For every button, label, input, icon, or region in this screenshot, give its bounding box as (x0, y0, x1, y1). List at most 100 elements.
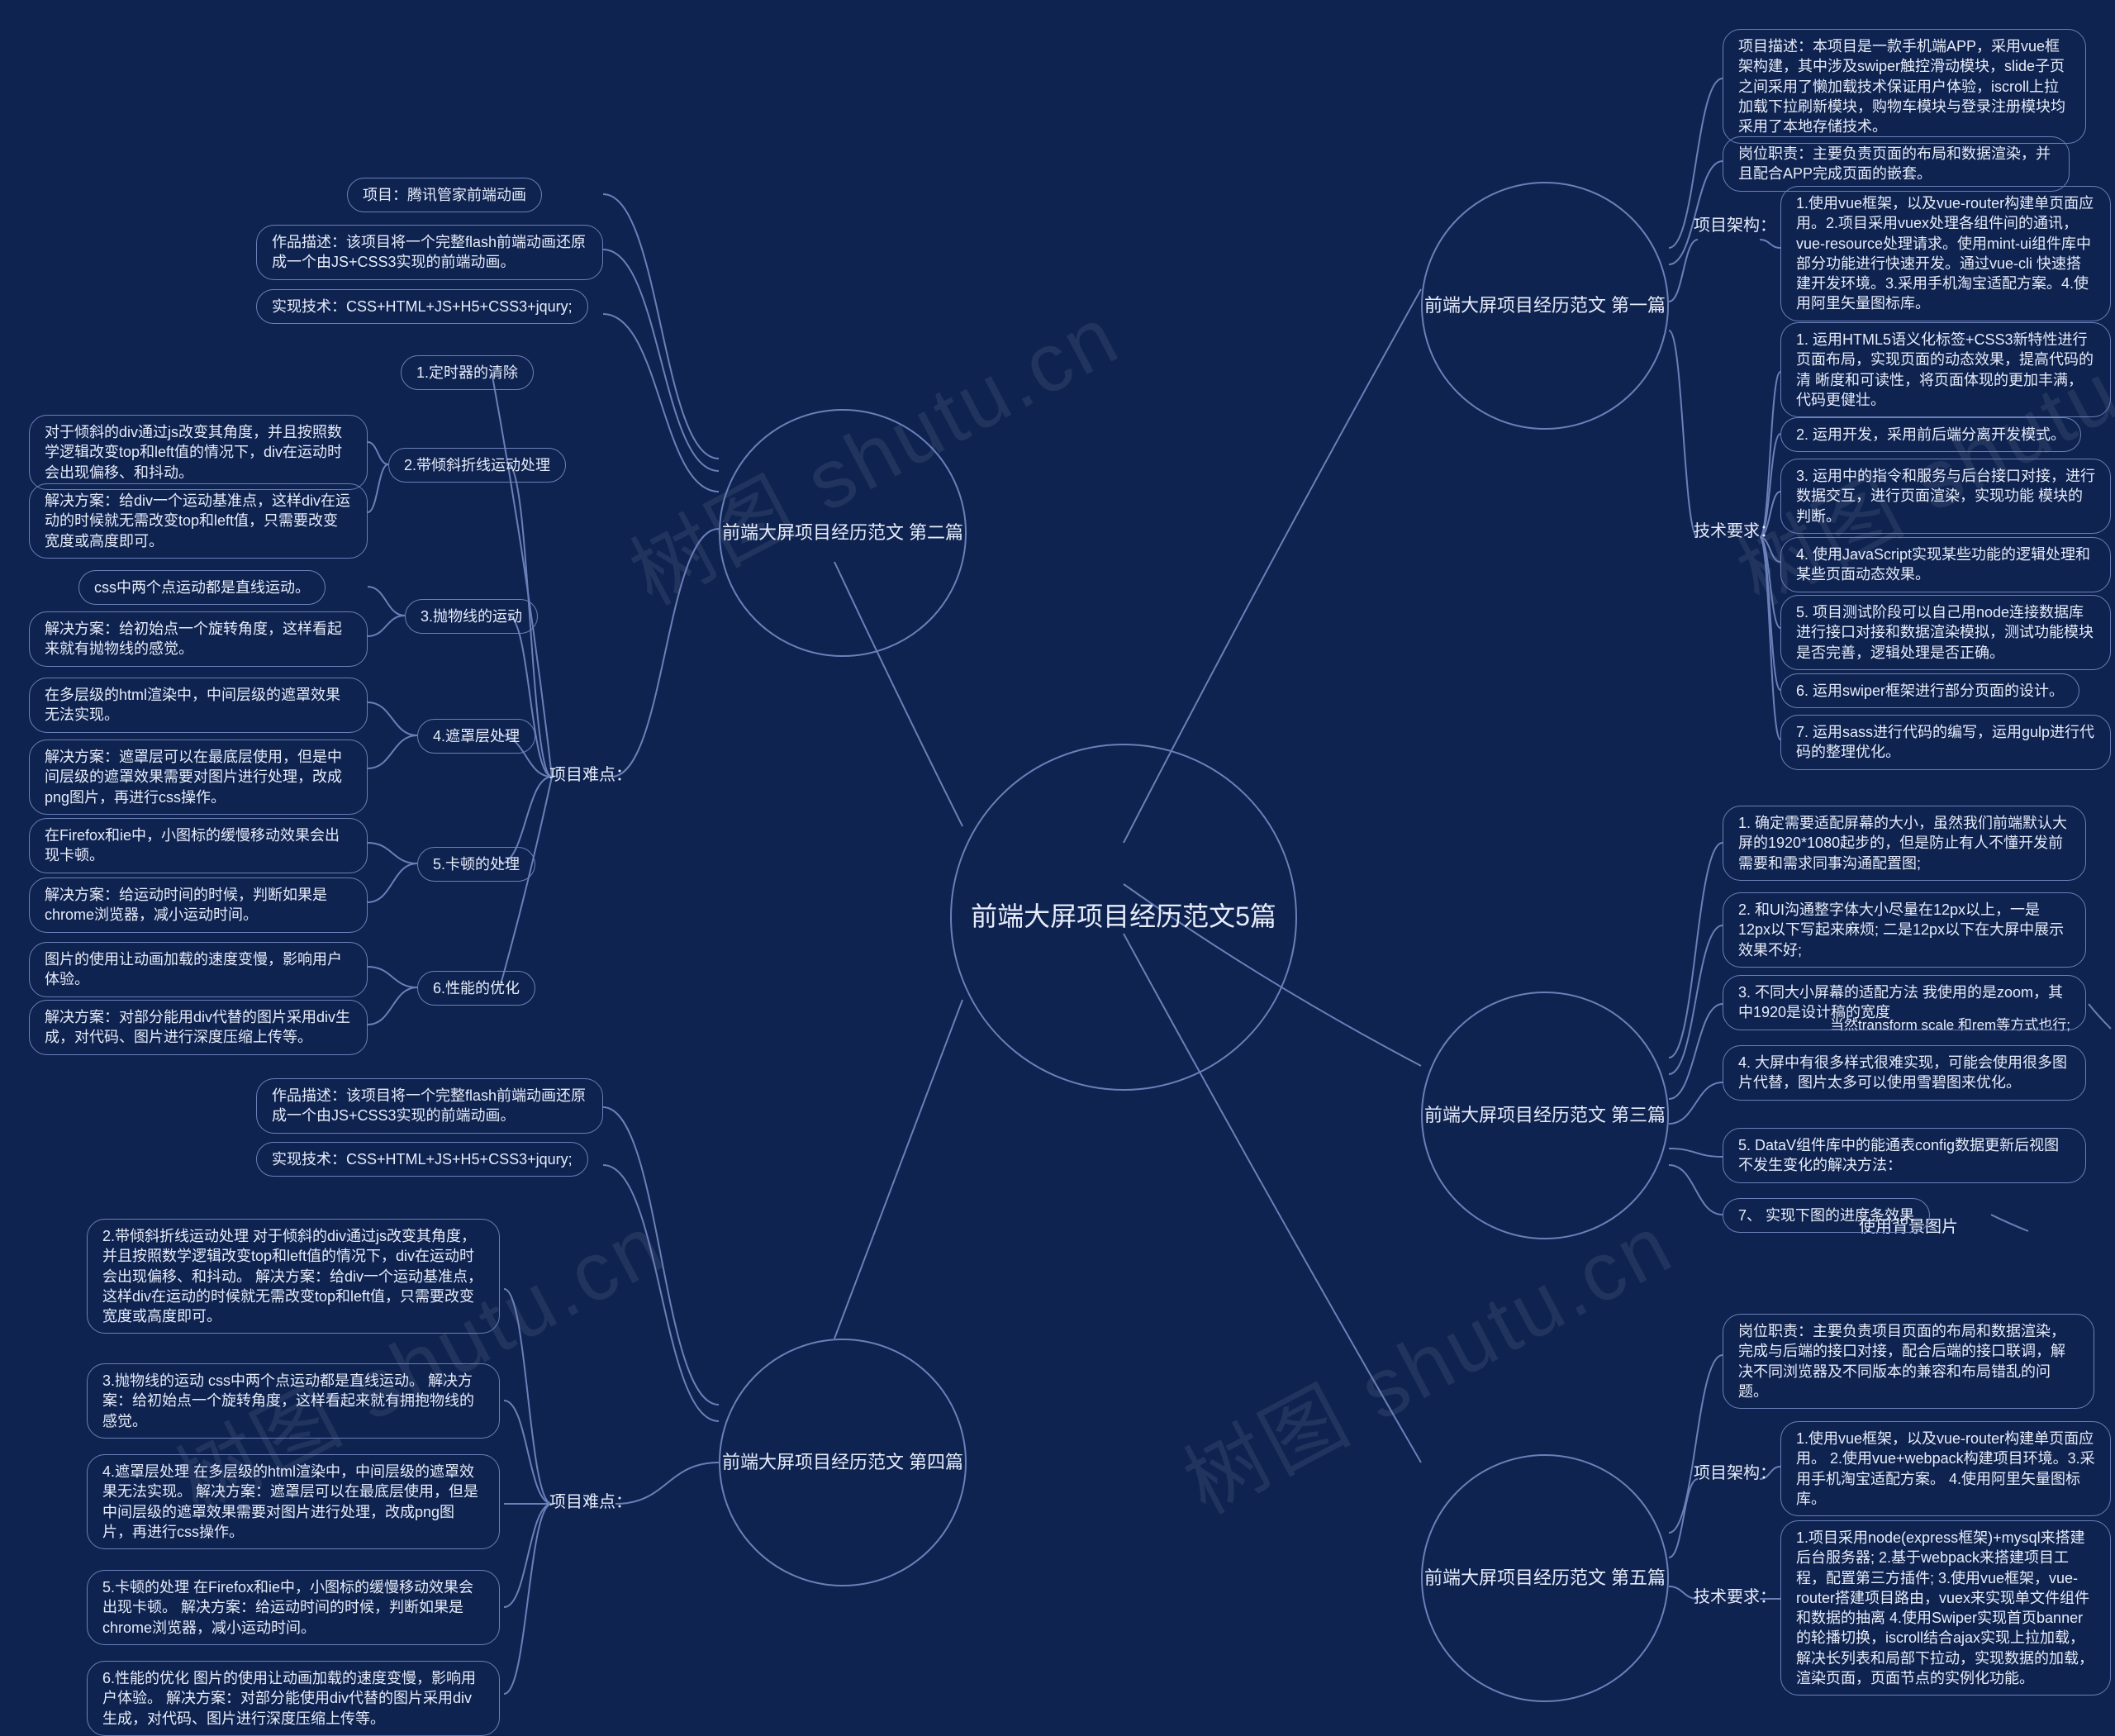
edge (368, 702, 417, 735)
leaf-text: 项目：腾讯管家前端动画 (363, 187, 526, 203)
edge (1669, 1165, 1723, 1215)
leaf-node: 图片的使用让动画加载的速度变慢，影响用户体验。 (29, 942, 368, 997)
edge (1760, 537, 1780, 740)
edge (603, 250, 719, 471)
leaf-node: css中两个点运动都是直线运动。 (78, 570, 326, 605)
leaf-node: 5. DataV组件库中的能通表config数据更新后视图不发生变化的解决方法： (1723, 1128, 2086, 1183)
leaf-node: 岗位职责：主要负责页面的布局和数据渲染，并且配合APP完成页面的嵌套。 (1723, 136, 2070, 192)
leaf-text: 1.使用vue框架，以及vue-router构建单页面应用。 2.使用vue+w… (1796, 1430, 2095, 1507)
leaf-text: 2. 运用开发，采用前后端分离开发模式。 (1796, 426, 2065, 443)
leaf-text: 7、 实现下图的进度条效果 (1738, 1207, 1914, 1224)
leaf-text: 项目描述：本项目是一款手机端APP，采用vue框架构建，其中涉及swiper触控… (1738, 38, 2065, 135)
leaf-text: 解决方案：给运动时间的时候，判断如果是chrome浏览器，减小运动时间。 (45, 887, 327, 923)
leaf-text: 图片的使用让动画加载的速度变慢，影响用户体验。 (45, 951, 342, 987)
leaf-node: 在多层级的html渲染中，中间层级的遮罩效果无法实现。 (29, 678, 368, 733)
leaf-node: 解决方案：遮罩层可以在最底层使用，但是中间层级的遮罩效果需要对图片进行处理，改成… (29, 740, 368, 815)
topic-label: 前端大屏项目经历范文 第二篇 (722, 521, 963, 545)
branch-label: 项目架构： (1694, 215, 1776, 237)
leaf-text: 岗位职责：主要负责页面的布局和数据渲染，并且配合APP完成页面的嵌套。 (1738, 145, 2051, 182)
leaf-text: 解决方案：给初始点一个旋转角度，这样看起来就有抛物线的感觉。 (45, 621, 342, 657)
topic-5: 前端大屏项目经历范文 第五篇 (1421, 1454, 1669, 1702)
branch-label: 项目难点： (549, 1491, 632, 1514)
leaf-node: 1.项目采用node(express框架)+mysql来搭建后台服务器; 2.基… (1780, 1520, 2111, 1696)
edge (504, 1401, 552, 1504)
leaf-text: 2. 和UI沟通整字体大小尽量在12px以上，一是12px以下写起来麻烦; 二是… (1738, 901, 2064, 958)
leaf-text: 解决方案：给div一个运动基准点，这样div在运动的时候就无需改变top和lef… (45, 492, 350, 549)
leaf-node: 2.带倾斜折线运动处理 (388, 448, 566, 483)
topic-label: 前端大屏项目经历范文 第四篇 (722, 1450, 963, 1475)
edge (1669, 1479, 1698, 1558)
branch-label: 项目架构： (1694, 1463, 1776, 1485)
leaf-text: 2.带倾斜折线运动处理 对于倾斜的div通过js改变其角度，并且按照数学逻辑改变… (102, 1228, 482, 1325)
leaf-text: 4. 使用JavaScript实现某些功能的逻辑处理和某些页面动态效果。 (1796, 546, 2090, 583)
leaf-text: 3.抛物线的运动 css中两个点运动都是直线运动。 解决方案：给初始点一个旋转角… (102, 1372, 474, 1429)
edge (368, 967, 417, 987)
leaf-node: 5. 项目测试阶段可以自己用node连接数据库进行接口对接和数据渲染模拟，测试功… (1780, 595, 2111, 670)
leaf-text: 1. 运用HTML5语义化标签+CSS3新特性进行页面布局，实现页面的动态效果，… (1796, 331, 2094, 408)
topic-label: 前端大屏项目经历范文 第一篇 (1424, 293, 1666, 318)
leaf-text: 7. 运用sass进行代码的编写，运用gulp进行代码的整理优化。 (1796, 724, 2094, 760)
leaf-text: 6.性能的优化 图片的使用让动画加载的速度变慢，影响用户体验。 解决方案：对部分… (102, 1670, 476, 1727)
leaf-node: 6.性能的优化 (417, 971, 535, 1006)
leaf-node: 作品描述：该项目将一个完整flash前端动画还原成一个由JS+CSS3实现的前端… (256, 225, 603, 280)
leaf-node: 4. 大屏中有很多样式很难实现，可能会使用很多图片代替，图片太多可以使用雪碧图来… (1723, 1045, 2086, 1101)
leaf-node: 3. 运用中的指令和服务与后台接口对接，进行数据交互，进行页面渲染，实现功能 模… (1780, 459, 2111, 534)
edge (368, 587, 405, 616)
edge (492, 372, 552, 777)
leaf-node: 1.使用vue框架，以及vue-router构建单页面应用。2.项目采用vuex… (1780, 186, 2111, 321)
leaf-text: 作品描述：该项目将一个完整flash前端动画还原成一个由JS+CSS3实现的前端… (272, 234, 586, 270)
edge (603, 194, 719, 459)
center-label: 前端大屏项目经历范文5篇 (971, 899, 1276, 935)
leaf-text: 在多层级的html渲染中，中间层级的遮罩效果无法实现。 (45, 687, 340, 723)
edge (368, 616, 405, 636)
leaf-node: 3.抛物线的运动 (405, 599, 538, 634)
leaf-text: 实现技术：CSS+HTML+JS+H5+CSS3+jqury; (272, 1151, 573, 1168)
leaf-text: 作品描述：该项目将一个完整flash前端动画还原成一个由JS+CSS3实现的前端… (272, 1087, 586, 1124)
leaf-text: 3. 不同大小屏幕的适配方法 我使用的是zoom，其中1920是设计稿的宽度 (1738, 984, 2063, 1020)
leaf-node: 4.遮罩层处理 在多层级的html渲染中，中间层级的遮罩效果无法实现。 解决方案… (87, 1454, 500, 1549)
leaf-node: 4.遮罩层处理 (417, 719, 535, 754)
topic-4: 前端大屏项目经历范文 第四篇 (719, 1339, 967, 1586)
leaf-node: 4. 使用JavaScript实现某些功能的逻辑处理和某些页面动态效果。 (1780, 537, 2111, 592)
topic-label: 前端大屏项目经历范文 第三篇 (1424, 1103, 1666, 1128)
edge (1669, 1082, 1723, 1124)
edge (1760, 537, 1780, 628)
edge (368, 987, 417, 1025)
leaf-text: 5.卡顿的处理 在Firefox和ie中，小图标的缓慢移动效果会出现卡顿。 解决… (102, 1579, 473, 1636)
edge (1760, 537, 1780, 690)
leaf-node: 6. 运用swiper框架进行部分页面的设计。 (1780, 673, 2079, 708)
leaf-text: 6.性能的优化 (433, 980, 520, 996)
edge (1760, 240, 1780, 248)
edge (1669, 1355, 1723, 1533)
topic-3: 前端大屏项目经历范文 第三篇 (1421, 992, 1669, 1239)
leaf-node: 5.卡顿的处理 (417, 847, 535, 882)
leaf-node: 项目：腾讯管家前端动画 (347, 178, 542, 212)
edge (368, 863, 417, 902)
edge (611, 529, 719, 777)
leaf-node: 实现技术：CSS+HTML+JS+H5+CSS3+jqury; (256, 1142, 588, 1177)
topic-1: 前端大屏项目经历范文 第一篇 (1421, 182, 1669, 430)
leaf-text: 对于倾斜的div通过js改变其角度，并且按照数学逻辑改变top和left值的情况… (45, 424, 342, 481)
edge (1669, 331, 1698, 537)
branch-label: 技术要求： (1694, 521, 1776, 543)
leaf-node: 2. 和UI沟通整字体大小尽量在12px以上，一是12px以下写起来麻烦; 二是… (1723, 892, 2086, 968)
leaf-node: 岗位职责：主要负责项目页面的布局和数据渲染，完成与后端的接口对接，配合后端的接口… (1723, 1314, 2094, 1409)
leaf-text: 解决方案：对部分能用div代替的图片采用div生成，对代码、图片进行深度压缩上传… (45, 1009, 350, 1045)
leaf-node: 1.定时器的清除 (401, 355, 534, 390)
leaf-text: 3. 运用中的指令和服务与后台接口对接，进行数据交互，进行页面渲染，实现功能 模… (1796, 468, 2095, 525)
leaf-node: 3.抛物线的运动 css中两个点运动都是直线运动。 解决方案：给初始点一个旋转角… (87, 1363, 500, 1439)
leaf-node: 5.卡顿的处理 在Firefox和ie中，小图标的缓慢移动效果会出现卡顿。 解决… (87, 1570, 500, 1645)
leaf-node: 2. 运用开发，采用前后端分离开发模式。 (1780, 417, 2081, 452)
leaf-text: 4. 大屏中有很多样式很难实现，可能会使用很多图片代替，图片太多可以使用雪碧图来… (1738, 1054, 2067, 1091)
leaf-node: 解决方案：给运动时间的时候，判断如果是chrome浏览器，减小运动时间。 (29, 878, 368, 933)
leaf-node: 1. 确定需要适配屏幕的大小，虽然我们前端默认大屏的1920*1080起步的，但… (1723, 806, 2086, 881)
leaf-text: 6. 运用swiper框架进行部分页面的设计。 (1796, 683, 2064, 699)
edge (504, 1289, 552, 1504)
edge (500, 777, 552, 987)
edge (1669, 925, 1723, 1074)
leaf-text: 在Firefox和ie中，小图标的缓慢移动效果会出现卡顿。 (45, 827, 340, 863)
leaf-node: 6.性能的优化 图片的使用让动画加载的速度变慢，影响用户体验。 解决方案：对部分… (87, 1661, 500, 1736)
edge (1669, 1004, 1723, 1099)
leaf-text: 1.使用vue框架，以及vue-router构建单页面应用。2.项目采用vuex… (1796, 195, 2094, 312)
leaf-text: 5. 项目测试阶段可以自己用node连接数据库进行接口对接和数据渲染模拟，测试功… (1796, 604, 2094, 661)
